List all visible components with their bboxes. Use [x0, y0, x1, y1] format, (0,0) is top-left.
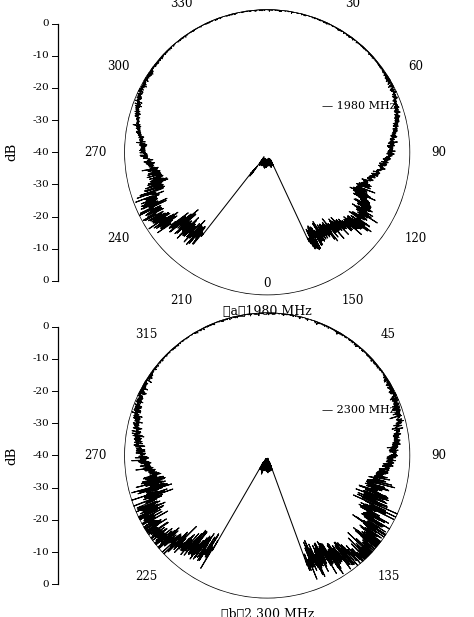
Text: -30: -30 — [33, 115, 49, 125]
Text: （b）2 300 MHz: （b）2 300 MHz — [220, 608, 314, 617]
Text: — 1980 MHz: — 1980 MHz — [322, 101, 396, 111]
Text: （a）1980 MHz: （a）1980 MHz — [223, 305, 311, 318]
Text: 300: 300 — [107, 60, 130, 73]
Text: -40: -40 — [33, 451, 49, 460]
Text: 0: 0 — [43, 580, 49, 589]
Text: -20: -20 — [33, 515, 49, 524]
Text: 150: 150 — [342, 294, 364, 307]
Text: 45: 45 — [381, 328, 396, 341]
Text: -30: -30 — [33, 483, 49, 492]
Text: 0: 0 — [43, 19, 49, 28]
Text: 0: 0 — [43, 322, 49, 331]
Text: 270: 270 — [84, 146, 107, 159]
Text: -30: -30 — [33, 419, 49, 428]
Text: -20: -20 — [33, 387, 49, 395]
Text: — 2300 MHz: — 2300 MHz — [322, 405, 396, 415]
Text: -20: -20 — [33, 212, 49, 221]
Text: 210: 210 — [170, 294, 192, 307]
Text: 315: 315 — [135, 328, 157, 341]
Text: 330: 330 — [170, 0, 192, 10]
Text: dB: dB — [6, 143, 18, 162]
Text: 30: 30 — [346, 0, 361, 10]
Text: -10: -10 — [33, 51, 49, 60]
Text: 240: 240 — [108, 231, 130, 244]
Text: 90: 90 — [431, 449, 447, 462]
Text: -10: -10 — [33, 354, 49, 363]
Text: 60: 60 — [408, 60, 423, 73]
Text: 0: 0 — [264, 278, 271, 291]
Text: -10: -10 — [33, 547, 49, 557]
Text: -40: -40 — [33, 148, 49, 157]
Text: 135: 135 — [377, 570, 400, 583]
Text: 180: 180 — [256, 317, 278, 330]
Text: 225: 225 — [135, 570, 157, 583]
Text: -20: -20 — [33, 83, 49, 93]
Text: 0: 0 — [43, 276, 49, 286]
Text: dB: dB — [6, 446, 18, 465]
Text: 90: 90 — [431, 146, 447, 159]
Text: 120: 120 — [405, 231, 427, 244]
Text: -30: -30 — [33, 180, 49, 189]
Text: 270: 270 — [84, 449, 107, 462]
Text: -10: -10 — [33, 244, 49, 254]
